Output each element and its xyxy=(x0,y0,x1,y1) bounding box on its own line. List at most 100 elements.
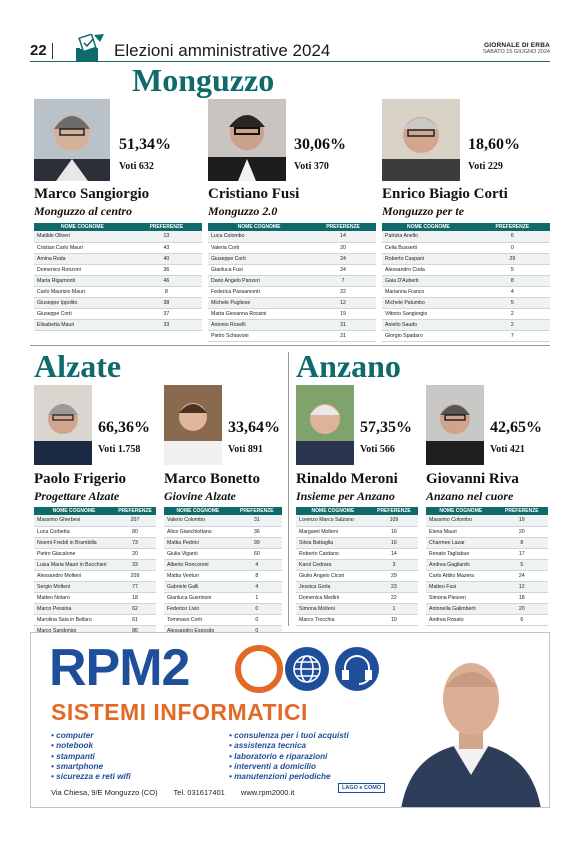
ad-service-item: sicurezza e reti wifi xyxy=(51,772,131,782)
column-header-name: NOME COGNOME xyxy=(208,223,311,231)
row-preferences: 10 xyxy=(369,614,418,626)
ad-service-item: stampanti xyxy=(51,752,131,762)
column-header-name: NOME COGNOME xyxy=(296,507,370,515)
row-preferences: 3 xyxy=(369,559,418,571)
table-row: Karol Cedrara 3 xyxy=(296,559,418,571)
row-name: Alice Gianchiottano xyxy=(164,526,232,538)
row-preferences: 109 xyxy=(369,515,418,527)
row-preferences: 5 xyxy=(495,559,548,571)
row-name: Luisa Maria Mauri in Bucchieri xyxy=(34,559,114,571)
candidate-name: Enrico Biagio Corti xyxy=(382,186,508,202)
row-name: Antonio Roselli xyxy=(208,319,311,331)
row-name: Michele Palumbo xyxy=(382,297,475,309)
row-name: Mattia Venturi xyxy=(164,570,232,582)
preferences-table: NOME COGNOME PREFERENZE Valerio Colombo 31 A… xyxy=(164,507,282,648)
table-row: Luca Corbetta 80 xyxy=(34,526,156,538)
table-row: Domenica Medini 22 xyxy=(296,592,418,604)
table-header-row: NOME COGNOME PREFERENZE xyxy=(382,223,550,231)
row-preferences: 20 xyxy=(495,603,548,615)
row-preferences: 43 xyxy=(130,242,202,254)
row-name: Gabriele Galli xyxy=(164,581,232,593)
row-preferences: 12 xyxy=(495,581,548,593)
row-name: Luca Colombo xyxy=(208,231,311,243)
row-preferences: 1 xyxy=(369,603,418,615)
row-preferences: 18 xyxy=(114,592,156,604)
vote-count: Voti 632 xyxy=(119,161,154,172)
row-preferences: 20 xyxy=(310,242,376,254)
row-preferences: 12 xyxy=(310,297,376,309)
row-name: Simona Molteni xyxy=(296,603,370,615)
row-preferences: 29 xyxy=(369,570,418,582)
row-name: Jessica Gorla xyxy=(296,581,370,593)
ad-service-item: manutenzioni periodiche xyxy=(229,772,349,782)
row-name: Lorenzo Marco Salzano xyxy=(296,515,370,527)
ad-contact-line: Via Chiesa, 9/E Monguzzo (CO) Tel. 03161… xyxy=(51,788,308,797)
row-preferences: 17 xyxy=(495,548,548,560)
table-row: Elisabetta Mauri 33 xyxy=(34,319,202,331)
candidate-photo xyxy=(34,385,92,465)
row-preferences: 5 xyxy=(474,264,550,276)
table-row: Antonella Galimberti 20 xyxy=(426,603,548,615)
row-name: Charmee Lazar xyxy=(426,537,496,549)
column-header-name: NOME COGNOME xyxy=(34,507,114,515)
row-name: Marco Pessina xyxy=(34,603,114,615)
page-number: 22 xyxy=(30,42,47,59)
preferences-table: NOME COGNOME PREFERENZE Matilde Oliveri 13 C… xyxy=(34,223,202,331)
ad-website[interactable]: www.rpm2000.it xyxy=(240,788,295,797)
table-row: Giuseppe Corti 24 xyxy=(208,253,376,265)
table-row: Roberto Cardano 14 xyxy=(296,548,418,560)
preferences-table: NOME COGNOME PREFERENZE Lorenzo Marco Salz… xyxy=(296,507,418,626)
table-row: Massimo Colombo 19 xyxy=(426,515,548,527)
row-name: Gianluca Fusi xyxy=(208,264,311,276)
row-preferences: 0 xyxy=(231,614,282,626)
row-preferences: 23 xyxy=(369,581,418,593)
table-row: Giuseppe Corti 37 xyxy=(34,308,202,320)
row-preferences: 8 xyxy=(231,570,282,582)
candidate-list-name: Anzano nel cuore xyxy=(426,489,514,503)
table-row: Amina Roda 40 xyxy=(34,253,202,265)
table-row: Alessandro Coda 5 xyxy=(382,264,550,276)
table-row: Dario Angelo Panzeri 7 xyxy=(208,275,376,287)
table-row: Matteo Notaro 18 xyxy=(34,592,156,604)
preferences-table: NOME COGNOME PREFERENZE Massimo Colombo 19 E… xyxy=(426,507,548,626)
candidate-list-name: Monguzzo al centro xyxy=(34,204,133,218)
row-preferences: 0 xyxy=(474,242,550,254)
table-row: Renato Tagliabue 17 xyxy=(426,548,548,560)
ad-service-item: consulenza per i tuoi acquisti xyxy=(229,731,349,741)
table-row: Gabriele Galli 4 xyxy=(164,581,282,593)
table-row: Marta Rigamonti 46 xyxy=(34,275,202,287)
candidate-list-name: Giovine Alzate xyxy=(164,489,236,503)
row-preferences: 4 xyxy=(474,286,550,298)
row-preferences: 60 xyxy=(231,548,282,560)
candidate-name: Cristiano Fusi xyxy=(208,186,300,202)
table-row: Giulia Viganò 60 xyxy=(164,548,282,560)
row-name: Matilde Oliveri xyxy=(34,231,131,243)
table-row: Andrea Gagliardo 5 xyxy=(426,559,548,571)
column-header-name: NOME COGNOME xyxy=(34,223,131,231)
row-preferences: 6 xyxy=(474,231,550,243)
table-row: Jessica Gorla 23 xyxy=(296,581,418,593)
row-name: Marianna Franco xyxy=(382,286,475,298)
table-row: Noemi Freddi in Brambilla 73 xyxy=(34,537,156,549)
row-preferences: 22 xyxy=(310,286,376,298)
row-name: Margaret Molteni xyxy=(296,526,370,538)
ad-service-item: assistenza tecnica xyxy=(229,741,349,751)
row-preferences: 19 xyxy=(310,308,376,320)
row-name: Antonella Galimberti xyxy=(426,603,496,615)
row-preferences: 16 xyxy=(369,526,418,538)
row-preferences: 16 xyxy=(369,537,418,549)
ad-phone: Tel. 031617401 xyxy=(173,788,225,797)
row-preferences: 13 xyxy=(130,231,202,243)
row-preferences: 40 xyxy=(130,253,202,265)
row-preferences: 6 xyxy=(495,614,548,626)
row-name: Mattia Pedrini xyxy=(164,537,232,549)
table-row: Elena Mauri 20 xyxy=(426,526,548,538)
ad-services-left: computer notebook stampanti smartphone s… xyxy=(51,731,131,782)
row-preferences: 29 xyxy=(474,253,550,265)
candidate-name: Rinaldo Meroni xyxy=(296,471,398,487)
column-header-name: NOME COGNOME xyxy=(164,507,232,515)
vote-percentage: 57,35% xyxy=(360,419,412,436)
row-name: Elena Mauri xyxy=(426,526,496,538)
ad-services-right: consulenza per i tuoi acquisti assistenz… xyxy=(229,731,349,782)
table-row: Aniello Saudo 2 xyxy=(382,319,550,331)
